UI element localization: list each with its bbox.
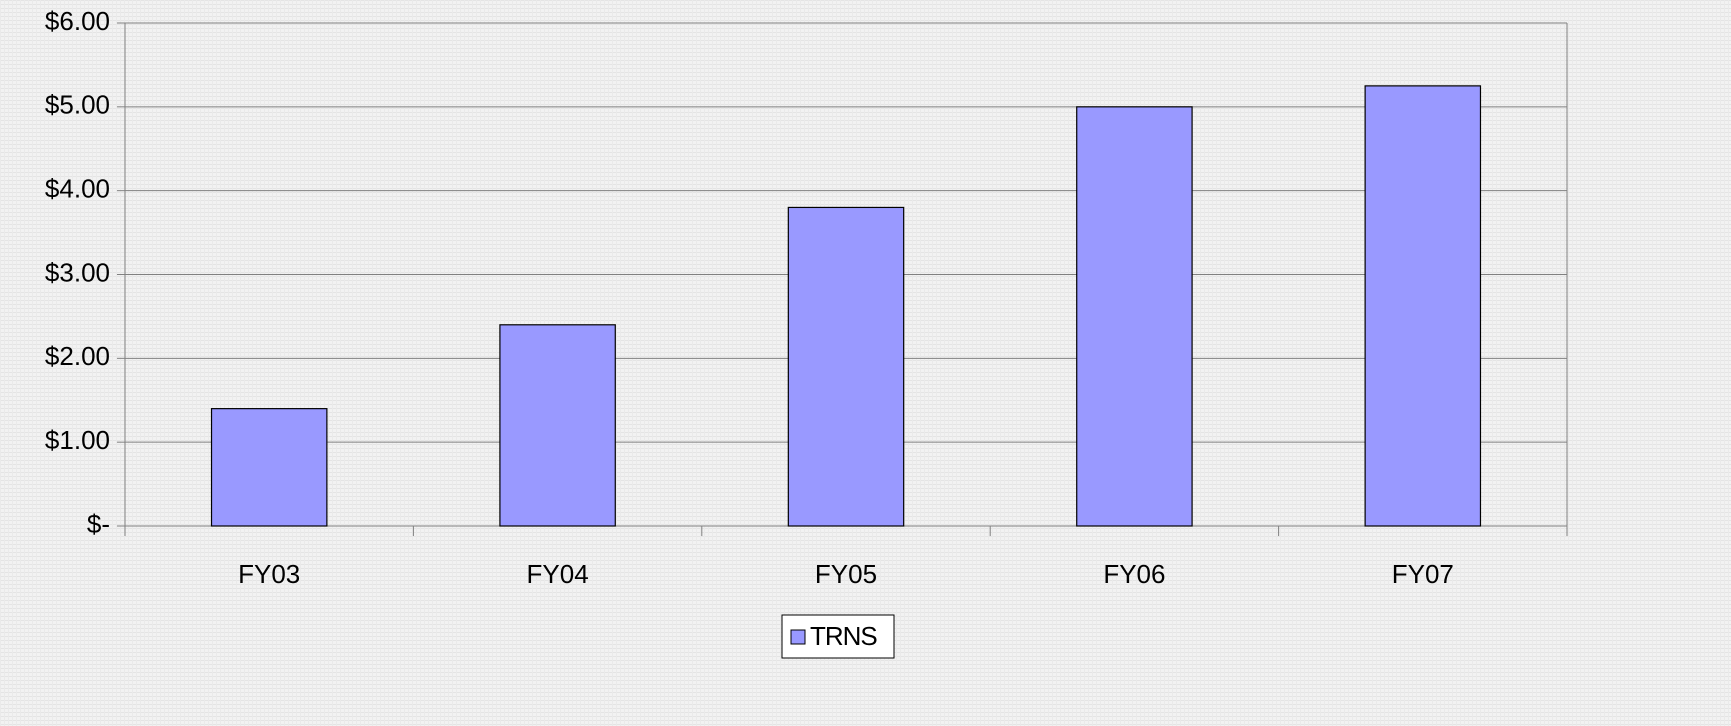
y-tick-label: $1.00 [45, 425, 110, 455]
legend-label: TRNS [810, 621, 877, 651]
bar [1076, 106, 1193, 527]
bar [787, 206, 905, 527]
y-tick-label: $6.00 [45, 6, 110, 36]
y-tick-label: $2.00 [45, 341, 110, 371]
x-tick-label: FY03 [238, 559, 300, 589]
y-tick-label: $4.00 [45, 174, 110, 204]
bar [210, 408, 328, 527]
x-tick-label: FY05 [815, 559, 877, 589]
y-tick-label: $5.00 [45, 90, 110, 120]
y-tick-label: $3.00 [45, 257, 110, 287]
legend-swatch [790, 629, 806, 645]
x-tick-label: FY04 [527, 559, 589, 589]
bar [1364, 85, 1482, 527]
y-tick-label: $- [87, 509, 110, 539]
x-tick-label: FY06 [1103, 559, 1165, 589]
bar [499, 324, 616, 527]
x-tick-label: FY07 [1392, 559, 1454, 589]
